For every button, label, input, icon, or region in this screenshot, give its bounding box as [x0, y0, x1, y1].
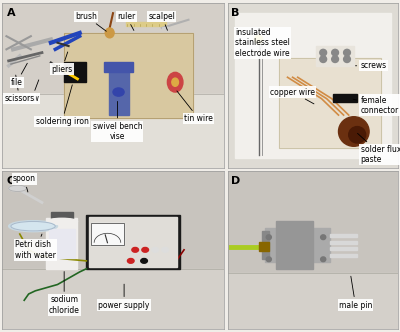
Ellipse shape [172, 78, 178, 86]
Bar [64, 33, 193, 118]
Text: male pin: male pin [339, 276, 372, 309]
Circle shape [320, 49, 326, 56]
Bar [91, 223, 124, 245]
Text: brush: brush [76, 12, 106, 31]
Text: pliers: pliers [51, 52, 72, 74]
Bar [86, 215, 180, 269]
Ellipse shape [105, 28, 114, 38]
Text: A: A [6, 8, 15, 18]
Text: insulated
stainless steel
electrode wire: insulated stainless steel electrode wire [235, 28, 290, 58]
Bar [258, 242, 269, 251]
Circle shape [152, 247, 158, 252]
Bar [51, 212, 73, 221]
Bar [91, 223, 124, 245]
Ellipse shape [349, 126, 366, 143]
Text: saw: saw [24, 80, 39, 103]
Text: scissors: scissors [4, 75, 34, 103]
Bar [330, 254, 357, 257]
Text: scalpel: scalpel [148, 12, 175, 30]
Ellipse shape [9, 185, 26, 192]
Circle shape [320, 56, 326, 62]
Text: spoon: spoon [13, 174, 36, 192]
Text: Petri dish
with water: Petri dish with water [15, 234, 56, 260]
Bar [333, 94, 357, 102]
Circle shape [321, 235, 326, 240]
Text: D: D [231, 176, 241, 186]
Circle shape [132, 247, 138, 252]
Text: female
connector: female connector [353, 96, 399, 115]
Bar [279, 57, 381, 148]
Bar [2, 269, 224, 329]
Bar [64, 62, 86, 82]
Circle shape [254, 36, 263, 43]
Circle shape [266, 257, 271, 262]
Bar [49, 229, 75, 258]
Bar [108, 66, 128, 115]
Bar [330, 247, 357, 250]
Bar [88, 217, 177, 267]
Bar [2, 94, 224, 168]
Text: screws: screws [356, 61, 387, 70]
Bar [279, 57, 381, 148]
Bar [46, 218, 78, 269]
Text: tin wire: tin wire [177, 91, 213, 123]
Text: sodium
chloride: sodium chloride [49, 272, 80, 315]
Text: power supply: power supply [98, 284, 150, 309]
Circle shape [332, 49, 338, 56]
Bar [262, 231, 269, 259]
Ellipse shape [9, 221, 58, 232]
Circle shape [321, 257, 326, 262]
Circle shape [113, 88, 124, 96]
Text: copper wire: copper wire [270, 88, 315, 104]
Circle shape [162, 247, 168, 252]
Text: swivel bench
vise: swivel bench vise [93, 101, 142, 141]
Circle shape [128, 259, 134, 263]
Circle shape [266, 235, 271, 240]
Ellipse shape [46, 218, 78, 224]
Bar [330, 241, 357, 244]
Circle shape [344, 49, 350, 56]
Circle shape [332, 56, 338, 62]
Circle shape [142, 247, 148, 252]
Circle shape [141, 259, 148, 263]
Bar [126, 22, 166, 26]
Text: C: C [6, 176, 14, 186]
Text: soldering iron: soldering iron [36, 85, 88, 126]
Ellipse shape [338, 117, 369, 146]
Ellipse shape [11, 221, 55, 231]
Bar [330, 234, 357, 237]
Bar [64, 33, 193, 118]
Circle shape [344, 56, 350, 62]
Ellipse shape [167, 72, 183, 92]
Bar [316, 46, 354, 66]
Text: ruler: ruler [117, 12, 136, 31]
Text: solder flux
paste: solder flux paste [358, 133, 400, 164]
Text: B: B [231, 8, 240, 18]
Bar [235, 13, 391, 158]
Bar [276, 221, 313, 269]
Bar [266, 228, 330, 262]
Bar [104, 62, 133, 72]
Bar [228, 274, 398, 329]
Polygon shape [162, 27, 168, 30]
Text: file: file [11, 63, 27, 87]
